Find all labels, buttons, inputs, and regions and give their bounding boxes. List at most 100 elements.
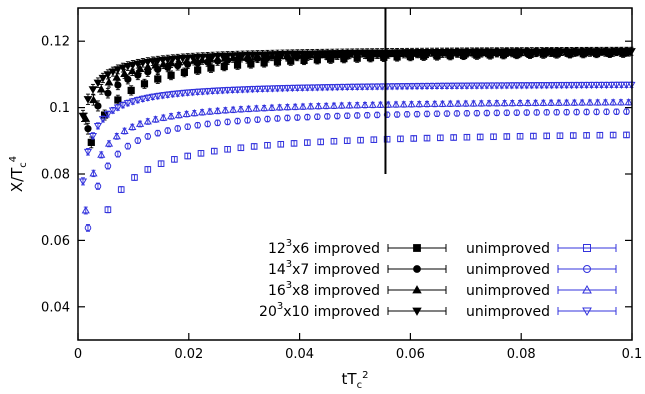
x-tick-label: 0.06 [396,347,425,362]
data-point [492,82,501,90]
data-point [283,103,292,111]
data-point [87,138,95,146]
data-point [407,100,416,108]
data-point [602,81,611,90]
data-point [127,66,137,75]
legend-label-unimproved: unimproved [466,304,550,320]
data-point [291,102,300,110]
data-point [238,86,247,94]
data-point [104,139,114,147]
data-point [158,92,167,100]
data-point [184,152,191,160]
data-point [437,134,444,142]
data-point [194,66,202,74]
data-point [582,82,591,90]
data-point [78,178,88,186]
data-point [268,85,277,93]
data-point [263,85,272,93]
data-point [477,99,486,107]
data-point [463,109,471,117]
data-point [103,71,113,79]
series-layer [78,46,636,232]
data-point [338,84,347,92]
data-point [193,54,203,62]
data-point [573,108,580,116]
data-point [617,81,626,90]
x-tick-label: 0.02 [174,347,203,362]
error-bar [438,134,443,141]
x-tick-label: 0 [74,347,82,362]
legend-symbol-unimproved [557,307,617,317]
legend-label-improved: 143x7 improved [268,259,380,278]
data-point [293,84,302,93]
data-point [243,51,252,60]
error-bar [292,140,297,147]
x-axis-title: tTc2 [342,370,369,391]
data-point [563,108,570,116]
data-point [144,133,152,140]
data-point [243,86,252,94]
data-point [383,135,391,143]
data-point [502,82,511,90]
y-axis-title-sub: c [18,162,29,168]
data-point [135,119,145,127]
data-point [376,100,385,108]
data-point [623,131,630,139]
data-point [248,51,257,60]
data-point [532,82,541,90]
data-point [88,86,98,94]
error-bar [198,150,203,157]
data-point [483,109,491,117]
data-point [402,83,412,91]
data-point [89,95,98,104]
data-point [134,137,142,144]
series-143x7-unimproved [84,108,630,232]
legend-label-improved: 203x10 improved [259,301,380,320]
data-point [124,142,132,150]
data-point [612,81,621,90]
data-point [84,125,92,133]
data-point [503,133,511,140]
data-point [624,98,633,106]
x-tick-label: 0.1 [622,347,643,362]
data-point [233,86,242,94]
data-point [171,156,178,163]
data-point [473,109,481,117]
data-point [118,102,127,110]
y-tick-label: 0.1 [49,101,70,116]
data-point [253,85,262,94]
legend-label-improved: 163x8 improved [268,280,380,299]
data-point [383,111,391,119]
data-point [596,131,604,139]
data-point [603,108,610,116]
data-point [244,117,251,124]
data-point [237,144,245,152]
data-point [173,90,182,98]
error-bar [425,134,430,142]
data-point [182,109,191,118]
data-point [113,66,123,74]
data-point [278,85,287,93]
data-point [537,82,546,90]
legend-label-unimproved: unimproved [466,241,550,257]
x-axis-title-base: tT [342,370,358,388]
data-point [412,83,422,91]
data-point [516,98,525,107]
data-point [248,86,257,94]
data-point [94,102,102,110]
data-point [104,89,112,97]
data-point [607,81,616,90]
data-point [194,121,201,129]
data-point [318,84,327,92]
data-point [123,100,132,108]
data-point [288,85,297,93]
data-point [531,98,540,106]
legend-marker-unimproved [582,284,592,294]
data-point [98,116,108,124]
data-point [183,89,192,97]
data-point [333,112,341,120]
data-point [220,62,228,71]
legend-marker-improved [412,285,422,294]
data-point [314,113,321,121]
y-tick-label: 0.12 [41,35,70,50]
